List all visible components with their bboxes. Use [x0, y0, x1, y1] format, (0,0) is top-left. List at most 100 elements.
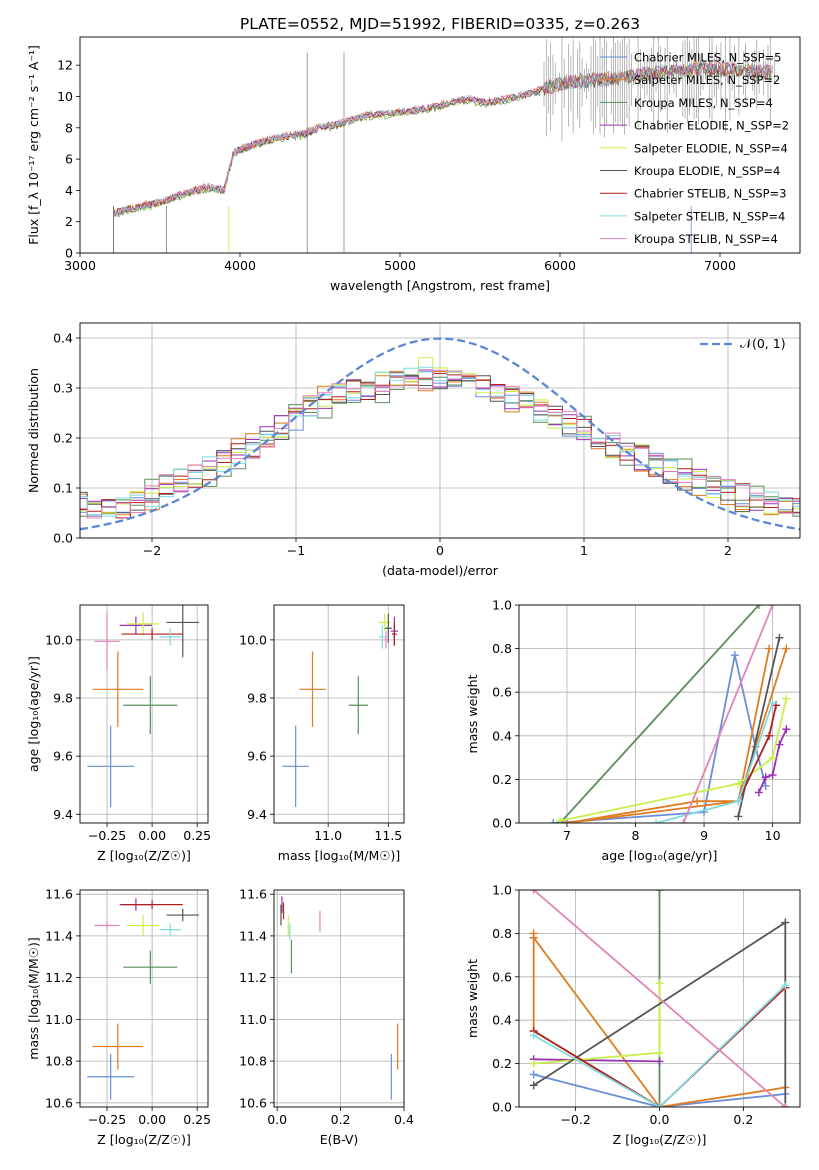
errorbar-point [378, 625, 386, 649]
weight-point-marker [734, 797, 743, 806]
errorbar-point [166, 908, 199, 922]
x-axis-label: mass [log₁₀(M/M☉)] [278, 848, 400, 863]
y-axis-label: mass weight [465, 674, 480, 753]
plot-frame [273, 889, 405, 1108]
errorbars [282, 613, 398, 808]
histogram-series-line [80, 357, 800, 514]
legend-label: Salpeter STELIB, N_SSP=4 [634, 209, 785, 223]
spectrum-lines [113, 37, 776, 253]
x-tick-label: 6000 [544, 258, 576, 273]
weight-point-marker [775, 633, 784, 642]
weight-series-line [533, 1058, 660, 1063]
x-axis-label: E(B-V) [320, 1132, 359, 1147]
y-tick-label: 11.0 [239, 1012, 267, 1027]
chart-age-vs-mass: 11.0 11.5 9.4 9.6 9.8 10.0 mass [log₁₀(M/M☉)] [239, 604, 405, 863]
y-tick-label: 9.8 [247, 691, 267, 706]
errorbar-point [383, 631, 389, 649]
weight-series-line [559, 605, 760, 823]
weight-point-marker [556, 816, 565, 823]
y-tick-label: 6 [65, 152, 73, 167]
y-axis-label: mass weight [465, 959, 480, 1038]
errorbar-point [123, 676, 178, 735]
x-tick-label: 11.0 [314, 828, 342, 843]
y-tick-label: 11.2 [45, 970, 73, 985]
x-tick-label: −1 [287, 543, 305, 558]
plot-frame [79, 889, 209, 1108]
weight-point-marker [655, 1103, 664, 1107]
x-tick-label: 7000 [704, 258, 736, 273]
weight-point-marker [761, 781, 770, 790]
weight-point-marker [562, 819, 571, 823]
figure-title: PLATE=0552, MJD=51992, FIBERID=0335, z=0… [240, 15, 640, 33]
y-tick-label: 11.6 [239, 887, 267, 902]
weight-point-marker [768, 753, 777, 762]
x-axis-label: age [log₁₀(age/yr)] [602, 848, 718, 863]
weight-point-marker [768, 699, 777, 708]
y-tick-label: 0.4 [53, 331, 73, 346]
y-axis-label: mass [log₁₀(M/M☉)] [26, 937, 41, 1059]
errorbar-point [87, 725, 135, 808]
y-tick-label: 10.8 [45, 1054, 73, 1069]
chart-residuals: −2 −1 0 1 2 0.0 0.1 0.2 0.3 0.4 (data-model)/error… [26, 322, 801, 578]
x-axis-label: wavelength [Angstrom, rest frame] [330, 278, 550, 293]
y-tick-label: 0.2 [492, 1056, 512, 1071]
errorbar-point [121, 628, 183, 640]
y-tick-label: 0.0 [492, 1100, 512, 1115]
y-tick-label: 0.8 [492, 641, 512, 656]
errorbar-point [282, 725, 309, 808]
y-tick-label: 0.4 [492, 1013, 512, 1028]
x-tick-label: 0.2 [331, 1112, 351, 1127]
x-tick-label: 10 [765, 828, 781, 843]
data-spikes [306, 37, 776, 253]
weight-point-marker [529, 1081, 538, 1090]
y-tick-label: 8 [65, 120, 73, 135]
x-axis-label: Z [log₁₀(Z/Z☉)] [97, 1132, 191, 1147]
weight-point-marker [734, 779, 743, 788]
weight-point-marker [529, 933, 538, 942]
weight-point-marker [782, 725, 791, 734]
errorbars [87, 898, 199, 1100]
normal-curve [80, 337, 800, 531]
weight-point-marker [761, 773, 770, 782]
x-tick-label: 0.0 [267, 1112, 287, 1127]
legend-label: Kroupa ELODIE, N_SSP=4 [634, 164, 780, 178]
y-tick-label: 2 [65, 214, 73, 229]
errorbar-point [391, 622, 397, 646]
y-tick-label: 10.0 [239, 632, 267, 647]
x-tick-label: −0.25 [88, 1112, 126, 1127]
chart-mass-vs-z: −0.25 0.00 0.25 10.6 10.8 11.0 11.2 11.4 11.6 Z [… [26, 887, 211, 1147]
chart-age-vs-z: −0.25 0.00 0.25 9.4 9.6 9.8 10.0 Z [log₁₀(Z/Z☉)… [26, 604, 211, 863]
chart-weight-vs-age: 7 8 9 10 0.0 0.2 0.4 0.6 0.8 1.0 age [log₁₀(age/yr… [465, 598, 801, 863]
legend-label: Salpeter MILES, N_SSP=2 [634, 73, 780, 87]
y-tick-label: 11.6 [45, 887, 73, 902]
weight-series-line [682, 605, 774, 823]
x-tick-label: 0 [436, 543, 444, 558]
x-tick-label: 11.5 [374, 828, 402, 843]
legend-label: Kroupa MILES, N_SSP=4 [634, 96, 773, 110]
plot-frame [79, 604, 209, 824]
plot-frame [518, 604, 801, 824]
weight-point-marker [782, 694, 791, 703]
y-tick-label: 0.1 [53, 481, 73, 496]
weight-point-marker [765, 731, 774, 740]
y-tick-label: 12 [57, 58, 73, 73]
legend-label: Chabrier ELODIE, N_SSP=2 [634, 119, 789, 133]
y-axis-label: Flux [f_λ 10⁻¹⁷ erg cm⁻² s⁻¹ A⁻¹] [26, 45, 41, 245]
y-tick-label: 0.6 [492, 685, 512, 700]
plot-frame [79, 322, 801, 539]
errorbars [280, 896, 399, 1100]
weight-series-line [559, 698, 788, 822]
errorbar-point [126, 915, 160, 936]
x-tick-label: 0.00 [138, 1112, 166, 1127]
x-tick-label: 7 [563, 828, 571, 843]
y-tick-label: 0.3 [53, 381, 73, 396]
weight-point-marker [782, 644, 791, 653]
y-tick-label: 10.6 [45, 1095, 73, 1110]
weight-point-marker [754, 788, 763, 797]
errorbar-point [94, 612, 120, 671]
histogram-series-line [80, 371, 800, 517]
y-tick-label: 0.8 [492, 926, 512, 941]
y-tick-label: 4 [65, 183, 73, 198]
x-tick-label: 0.0 [650, 1112, 670, 1127]
y-tick-label: 0.6 [492, 969, 512, 984]
